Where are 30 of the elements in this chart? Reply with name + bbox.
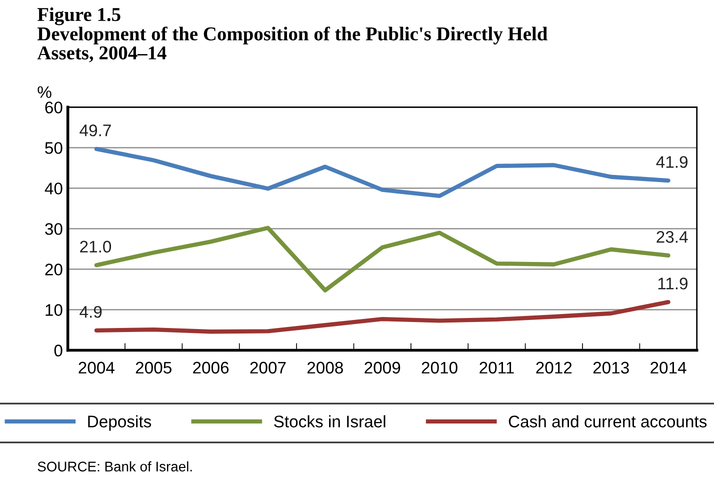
x-tick-label: 2005 xyxy=(136,362,172,374)
data-label: 11.9 xyxy=(658,278,688,290)
legend-label: Cash and current accounts xyxy=(508,415,707,428)
x-tick-label: 2014 xyxy=(650,362,686,374)
y-axis-title: % xyxy=(38,86,52,98)
x-tick-label: 2007 xyxy=(250,362,286,374)
data-label: 41.9 xyxy=(656,156,688,168)
chart-title: Figure 1.5 Development of the Composition of the Public's Directly Held Assets, 2004–14 xyxy=(37,7,548,62)
data-label: 49.7 xyxy=(80,124,111,136)
x-tick-label: 2013 xyxy=(593,362,629,374)
x-tick-label: 2006 xyxy=(193,362,229,374)
x-tick-label: 2010 xyxy=(422,362,458,374)
data-label: 21.0 xyxy=(80,240,112,253)
data-label: 4.9 xyxy=(80,306,102,318)
y-tick-label: 40 xyxy=(44,182,62,194)
x-tick-label: 2012 xyxy=(536,362,572,374)
x-tick-label: 2008 xyxy=(307,362,343,374)
y-tick-label: 60 xyxy=(45,102,62,114)
y-tick-label: 20 xyxy=(45,264,62,276)
y-tick-label: 50 xyxy=(45,142,62,154)
source-note: SOURCE: Bank of Israel. xyxy=(38,461,192,472)
y-tick-label: 30 xyxy=(45,223,62,235)
legend-label: Deposits xyxy=(88,415,152,431)
x-tick-label: 2004 xyxy=(78,362,114,374)
y-tick-label: 10 xyxy=(46,304,62,316)
x-tick-label: 2009 xyxy=(364,362,400,374)
y-tick-label: 0 xyxy=(54,344,62,356)
data-label: 23.4 xyxy=(656,231,688,243)
legend-label: Stocks in Israel xyxy=(274,415,386,428)
x-tick-label: 2011 xyxy=(480,362,514,374)
